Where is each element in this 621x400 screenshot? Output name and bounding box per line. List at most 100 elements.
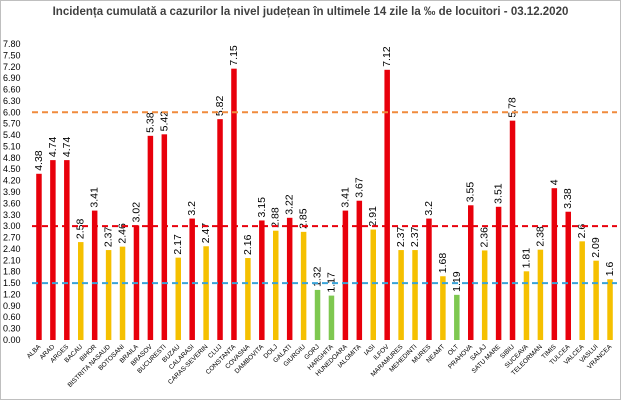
data-label: 1.6: [604, 262, 616, 277]
data-label: 2.6: [576, 224, 588, 239]
y-tick-label: 6.00: [3, 107, 21, 117]
bar-brasov: [147, 135, 154, 340]
bar-iasi: [370, 229, 376, 340]
data-label: 1.19: [451, 271, 463, 292]
y-tick-label: 0.90: [3, 301, 21, 311]
chart-title: Incidența cumulată a cazurilor la nivel …: [52, 6, 569, 18]
bar-suceava: [523, 271, 530, 340]
y-tick-label: 4.20: [3, 176, 21, 186]
data-label: 2.91: [367, 206, 379, 227]
data-label: 2.88: [270, 207, 282, 228]
data-label: 3.2: [423, 201, 435, 216]
data-label: 4.38: [33, 150, 45, 171]
y-tick-label: 1.80: [3, 267, 21, 277]
bar-vaslui: [593, 260, 599, 340]
y-tick-label: 3.30: [3, 210, 21, 220]
y-tick-label: 6.60: [3, 85, 21, 95]
bar-teleorman: [537, 249, 544, 340]
y-tick-label: 3.90: [3, 187, 21, 197]
data-label: 3.15: [256, 197, 268, 218]
data-label: 5.38: [144, 112, 156, 133]
bar-timis: [551, 188, 558, 340]
data-label: 7.15: [228, 45, 240, 66]
data-label: 3.22: [284, 194, 296, 215]
bar-ilfov: [384, 69, 390, 341]
y-tick-label: 5.70: [3, 119, 21, 129]
y-tick-label: 2.40: [3, 244, 21, 254]
bar-covasna: [245, 258, 251, 340]
bar-arges: [64, 160, 70, 340]
data-label: 2.17: [172, 234, 184, 255]
data-label: 7.12: [381, 46, 393, 67]
bar-bucuresti: [161, 134, 168, 340]
y-tick-label: 7.80: [3, 39, 21, 49]
data-label: 3.67: [353, 177, 365, 198]
data-label: 2.37: [409, 226, 421, 247]
y-tick-label: 7.20: [3, 62, 21, 72]
data-label: 1.17: [325, 272, 337, 293]
data-label: 2.85: [298, 208, 310, 229]
bar-bacau: [78, 242, 84, 340]
bar-dolj: [273, 230, 279, 340]
data-label: 5.78: [507, 97, 519, 118]
bar-mures: [426, 218, 432, 340]
data-label: 3.55: [465, 182, 477, 203]
data-label: 3.41: [89, 187, 101, 208]
bar-harghita: [328, 295, 335, 340]
bar-valcea: [579, 241, 585, 340]
y-tick-label: 3.60: [3, 198, 21, 208]
y-tick-label: 4.50: [3, 164, 21, 174]
data-label: 4.74: [61, 137, 73, 158]
data-label: 3.2: [186, 201, 198, 216]
bar-salaj: [481, 250, 488, 340]
data-label: 2.46: [117, 223, 129, 244]
data-label: 2.37: [103, 226, 115, 247]
data-label: 1.68: [437, 253, 449, 274]
bar-botosani: [119, 246, 126, 340]
y-tick-label: 2.70: [3, 233, 21, 243]
bar-hunedoara: [342, 210, 349, 340]
data-label: 3.38: [562, 188, 574, 209]
data-label: 4: [548, 179, 560, 185]
bar-gorj: [314, 289, 321, 340]
y-tick-label: 5.10: [3, 141, 21, 151]
data-label: 5.42: [158, 111, 170, 132]
bar-bistrita-nasaud: [105, 250, 112, 340]
bar-constanta: [231, 68, 237, 341]
data-label: 2.47: [200, 223, 212, 244]
data-label: 2.38: [534, 226, 546, 247]
data-label: 1.81: [520, 248, 532, 269]
bar-neamt: [440, 276, 446, 340]
y-tick-label: 1.20: [3, 289, 21, 299]
y-tick-label: 6.90: [3, 73, 21, 83]
data-label: 5.82: [214, 96, 226, 117]
data-label: 1.32: [312, 266, 324, 287]
data-label: 2.16: [242, 234, 254, 255]
y-tick-label: 5.40: [3, 130, 21, 140]
data-label: 3.41: [339, 187, 351, 208]
bar-maramures: [398, 250, 404, 340]
data-label: 3.51: [493, 183, 505, 204]
bar-caras-severin: [203, 246, 209, 340]
data-label: 2.37: [395, 226, 407, 247]
bar-buzau: [175, 257, 181, 340]
bar-dambovita: [259, 220, 265, 340]
bar-arad: [50, 160, 56, 340]
y-tick-label: 7.50: [3, 50, 21, 60]
bar-galati: [286, 217, 293, 340]
bar-tulcea: [565, 211, 571, 340]
bar-giurgiu: [300, 231, 307, 340]
data-label: 4.74: [47, 137, 59, 158]
y-tick-label: 3.00: [3, 221, 21, 231]
bar-cluj: [217, 119, 223, 340]
bar-ialomita: [356, 200, 363, 340]
y-tick-label: 2.10: [3, 255, 21, 265]
bar-prahova: [468, 205, 474, 340]
y-tick-label: 0.00: [3, 335, 21, 345]
bar-vrancea: [607, 279, 613, 340]
bar-mehedinti: [412, 250, 418, 340]
bar-alba: [36, 173, 42, 340]
bar-bihor: [91, 210, 98, 340]
